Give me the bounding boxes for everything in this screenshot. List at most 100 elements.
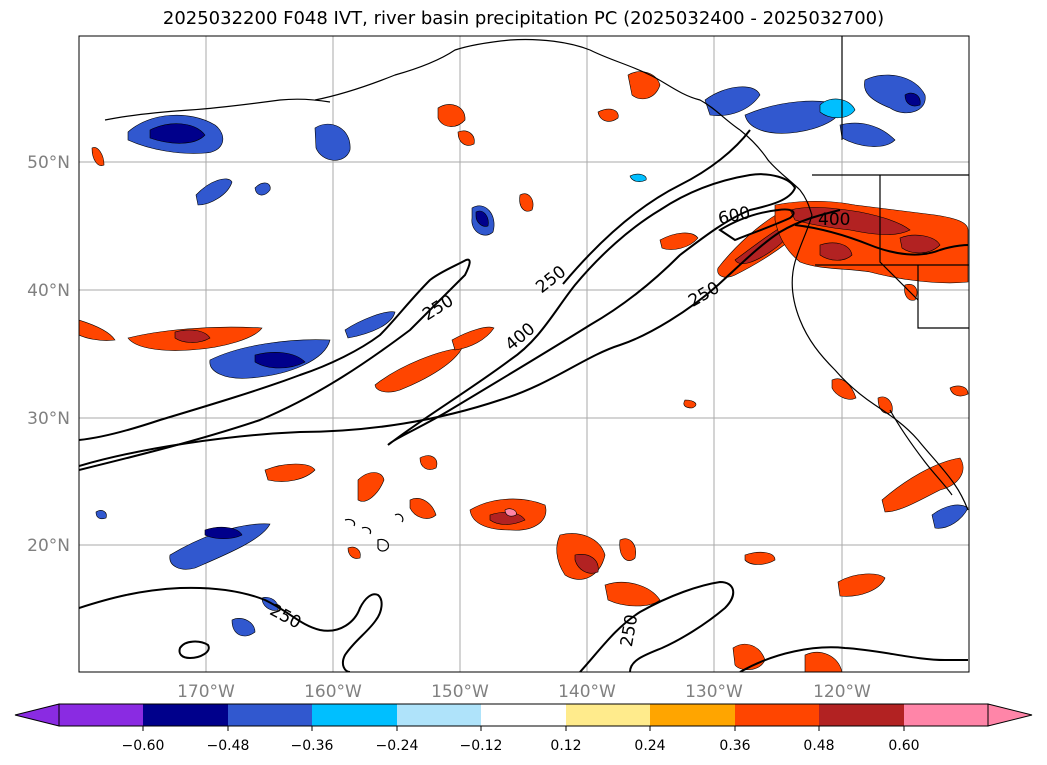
positive-pc-patches [79, 71, 969, 672]
orange-patch [347, 546, 361, 559]
ivt-contour-250-bottom [739, 646, 968, 672]
orange-patch [949, 385, 969, 397]
lon-label-140w: 140°W [558, 682, 616, 702]
colorbar-segment [566, 704, 650, 726]
blue-patch [629, 173, 647, 182]
orange-patch [79, 319, 116, 341]
lat-label-50: 50°N [27, 153, 70, 173]
ivt-contour-250-north [79, 258, 471, 471]
blue-patch [344, 311, 396, 339]
orange-patch [804, 652, 843, 672]
orange-patch [837, 573, 886, 597]
colorbar-segment [481, 704, 566, 726]
ivt-contour-small [178, 640, 210, 660]
lon-label-160w: 160°W [304, 682, 362, 702]
orange-patch [174, 329, 211, 343]
ivt-contour-250-mid [79, 209, 841, 467]
colorbar-ticks [142, 726, 905, 731]
orange-patch [489, 511, 526, 525]
orange-patch [419, 455, 438, 470]
colorbar-tick-label: 0.60 [888, 738, 919, 754]
orange-patch [619, 538, 636, 561]
lon-label-150w: 150°W [431, 682, 489, 702]
colorbar-extend-low [14, 703, 60, 727]
colorbar-tick-label: −0.60 [122, 738, 165, 754]
orange-patch [519, 193, 534, 212]
map-title: 2025032200 F048 IVT, river basin precipi… [162, 8, 885, 29]
colorbar-segment [819, 704, 904, 726]
ivt-contour-250-south [79, 586, 383, 672]
orange-patch [831, 378, 857, 400]
blue-patch [254, 352, 306, 369]
ivt-contours [79, 129, 969, 672]
blue-patch [704, 86, 761, 116]
state-border-nv [879, 175, 919, 301]
ivt-contour-east [794, 224, 969, 256]
orange-patch [457, 130, 475, 146]
colorbar-tick-label: −0.36 [291, 738, 334, 754]
lat-label-30: 30°N [27, 409, 70, 429]
blue-patch [254, 182, 271, 196]
coastlines [104, 36, 969, 552]
colorbar-tick-label: −0.12 [460, 738, 503, 754]
negative-pc-patches [95, 74, 969, 637]
colorbar-border [58, 703, 989, 727]
latitude-labels: 50°N 40°N 30°N 20°N [27, 153, 70, 556]
colorbar-extend-high [987, 703, 1033, 727]
orange-patch [659, 232, 699, 250]
blue-patch [231, 618, 256, 637]
colorbar-segment [59, 704, 143, 726]
colorbar-tick-label: −0.24 [376, 738, 419, 754]
blue-patch [931, 504, 969, 529]
colorbar-segment [735, 704, 819, 726]
orange-patch [819, 242, 853, 261]
colorbar-segment [397, 704, 481, 726]
longitude-labels: 170°W 160°W 150°W 140°W 130°W 120°W [177, 682, 871, 702]
orange-patch [627, 71, 661, 100]
aleutian-coast [104, 98, 331, 121]
blue-patch [904, 92, 921, 107]
orange-patch [604, 582, 661, 607]
colorbar-segment [143, 704, 228, 726]
blue-patch [314, 123, 351, 161]
blue-patch [195, 178, 233, 206]
state-border-az [917, 265, 969, 329]
colorbar-segment [228, 704, 312, 726]
lat-label-40: 40°N [27, 281, 70, 301]
orange-patch [504, 508, 517, 517]
baja-coast [889, 409, 953, 496]
bc-coast [739, 129, 813, 216]
orange-patch [574, 554, 599, 574]
blue-patch [95, 510, 107, 520]
orange-patch [409, 498, 437, 519]
orange-patch [264, 463, 316, 482]
orange-patch [881, 457, 964, 513]
ivt-contour-outer-north [562, 129, 751, 285]
orange-patch [91, 147, 105, 166]
colorbar-segment [650, 704, 735, 726]
contour-label-400-east: 400 [818, 210, 850, 230]
plot-border [78, 35, 970, 673]
colorbar-tick-label: 0.48 [803, 738, 834, 754]
colorbar-tick-label: 0.12 [550, 738, 581, 754]
orange-patch [437, 104, 466, 127]
colorbar-tick-label: 0.24 [634, 738, 665, 754]
colorbar-segment [904, 704, 988, 726]
orange-patch [683, 399, 697, 409]
blue-patch [839, 122, 896, 147]
colorbar-tick-label: −0.48 [207, 738, 250, 754]
blue-patch [744, 100, 841, 134]
blue-patch [204, 526, 243, 540]
blue-patch [149, 123, 206, 144]
lon-label-130w: 130°W [685, 682, 743, 702]
lon-label-170w: 170°W [177, 682, 235, 702]
us-west-coast [791, 214, 969, 511]
ivt-contour-400 [387, 173, 797, 446]
orange-patch [744, 551, 776, 565]
ivt-contour-250-lower [579, 580, 735, 672]
orange-patch [597, 108, 619, 122]
colorbar: −0.60 −0.48 −0.36 −0.24 −0.12 0.12 0.24 … [14, 703, 1033, 754]
blue-patch [819, 98, 856, 119]
orange-patch [451, 326, 495, 351]
